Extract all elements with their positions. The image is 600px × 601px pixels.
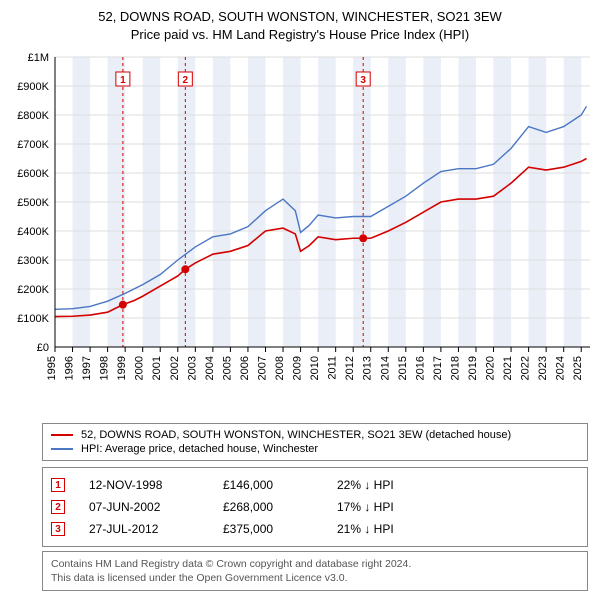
sale-diff: 21% ↓ HPI: [337, 522, 437, 536]
svg-text:£200K: £200K: [17, 284, 49, 296]
sale-date: 07-JUN-2002: [89, 500, 199, 514]
attribution-line-1: Contains HM Land Registry data © Crown c…: [51, 557, 579, 571]
legend-row: 52, DOWNS ROAD, SOUTH WONSTON, WINCHESTE…: [51, 428, 579, 442]
svg-text:2008: 2008: [274, 356, 286, 380]
svg-text:2: 2: [183, 75, 189, 86]
svg-text:2004: 2004: [204, 356, 216, 380]
legend-label: HPI: Average price, detached house, Winc…: [81, 443, 318, 455]
svg-text:2017: 2017: [432, 356, 444, 380]
svg-text:2012: 2012: [344, 356, 356, 380]
svg-text:2006: 2006: [239, 356, 251, 380]
svg-text:2002: 2002: [169, 356, 181, 380]
svg-text:2018: 2018: [449, 356, 461, 380]
sale-marker: 2: [51, 500, 65, 514]
chart-container: 52, DOWNS ROAD, SOUTH WONSTON, WINCHESTE…: [0, 0, 600, 591]
sale-marker: 3: [51, 522, 65, 536]
svg-text:2023: 2023: [537, 356, 549, 380]
sale-date: 12-NOV-1998: [89, 478, 199, 492]
svg-text:£900K: £900K: [17, 81, 49, 93]
svg-text:3: 3: [360, 75, 366, 86]
svg-text:2022: 2022: [520, 356, 532, 380]
svg-text:1996: 1996: [64, 356, 76, 380]
svg-text:£600K: £600K: [17, 168, 49, 180]
title-block: 52, DOWNS ROAD, SOUTH WONSTON, WINCHESTE…: [0, 0, 600, 47]
svg-text:£300K: £300K: [17, 255, 49, 267]
svg-text:£0: £0: [37, 342, 49, 354]
svg-text:2003: 2003: [186, 356, 198, 380]
svg-text:2001: 2001: [151, 356, 163, 380]
svg-text:1: 1: [120, 75, 126, 86]
svg-text:2015: 2015: [397, 356, 409, 380]
sale-row: 2 07-JUN-2002 £268,000 17% ↓ HPI: [51, 496, 579, 518]
title-line-2: Price paid vs. HM Land Registry's House …: [10, 26, 590, 44]
svg-text:1998: 1998: [99, 356, 111, 380]
svg-text:2009: 2009: [292, 356, 304, 380]
sale-diff: 22% ↓ HPI: [337, 478, 437, 492]
attribution-line-2: This data is licensed under the Open Gov…: [51, 571, 579, 585]
svg-text:1997: 1997: [81, 356, 93, 380]
legend-row: HPI: Average price, detached house, Winc…: [51, 442, 579, 456]
svg-text:£100K: £100K: [17, 313, 49, 325]
svg-text:1995: 1995: [46, 356, 58, 380]
svg-text:2021: 2021: [502, 356, 514, 380]
sale-row: 1 12-NOV-1998 £146,000 22% ↓ HPI: [51, 474, 579, 496]
sale-marker: 1: [51, 478, 65, 492]
sales-table: 1 12-NOV-1998 £146,000 22% ↓ HPI 2 07-JUN-200…: [42, 467, 588, 547]
svg-text:1999: 1999: [116, 356, 128, 380]
svg-text:£400K: £400K: [17, 226, 49, 238]
svg-text:2019: 2019: [467, 356, 479, 380]
sale-price: £146,000: [223, 478, 313, 492]
svg-text:2007: 2007: [256, 356, 268, 380]
title-line-1: 52, DOWNS ROAD, SOUTH WONSTON, WINCHESTE…: [10, 8, 590, 26]
sale-price: £375,000: [223, 522, 313, 536]
attribution: Contains HM Land Registry data © Crown c…: [42, 551, 588, 591]
svg-text:2000: 2000: [134, 356, 146, 380]
sale-date: 27-JUL-2012: [89, 522, 199, 536]
svg-text:£500K: £500K: [17, 197, 49, 209]
svg-text:£700K: £700K: [17, 139, 49, 151]
legend-label: 52, DOWNS ROAD, SOUTH WONSTON, WINCHESTE…: [81, 429, 511, 441]
sale-diff: 17% ↓ HPI: [337, 500, 437, 514]
legend: 52, DOWNS ROAD, SOUTH WONSTON, WINCHESTE…: [42, 423, 588, 461]
svg-text:£1M: £1M: [28, 52, 49, 64]
chart-area: £0 £100K £200K £300K £400K £500K £600K £700K £80…: [0, 47, 600, 417]
chart-svg: £0 £100K £200K £300K £400K £500K £600K £700K £80…: [0, 47, 600, 417]
legend-swatch: [51, 448, 73, 450]
legend-swatch: [51, 434, 73, 436]
sale-row: 3 27-JUL-2012 £375,000 21% ↓ HPI: [51, 518, 579, 540]
svg-text:2011: 2011: [327, 356, 339, 380]
svg-text:2014: 2014: [379, 356, 391, 380]
svg-text:2025: 2025: [572, 356, 584, 380]
svg-text:2010: 2010: [309, 356, 321, 380]
svg-text:2016: 2016: [414, 356, 426, 380]
svg-text:£800K: £800K: [17, 110, 49, 122]
svg-text:2005: 2005: [221, 356, 233, 380]
sale-price: £268,000: [223, 500, 313, 514]
svg-text:2020: 2020: [485, 356, 497, 380]
svg-text:2024: 2024: [555, 356, 567, 380]
svg-text:2013: 2013: [362, 356, 374, 380]
